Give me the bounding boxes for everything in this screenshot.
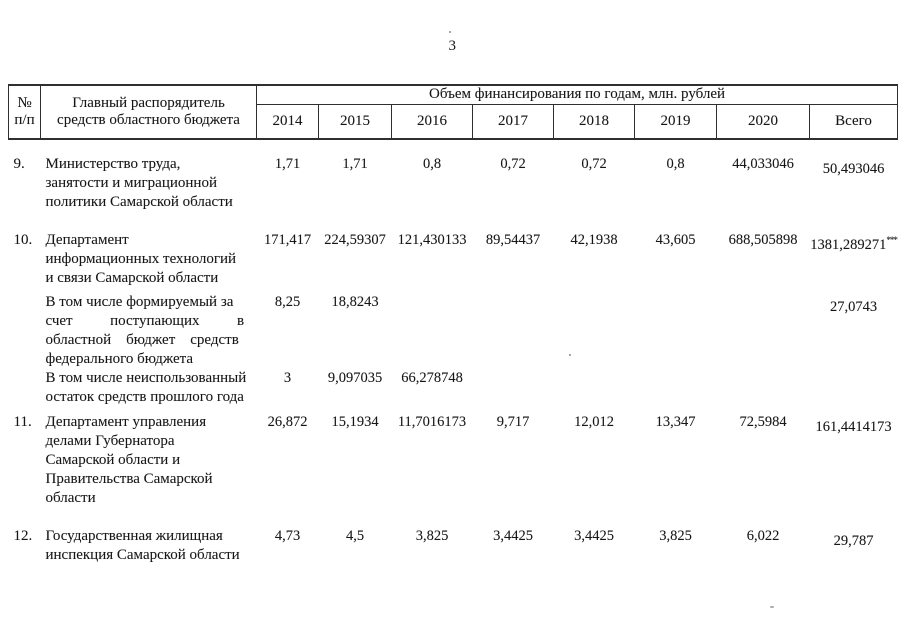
total-value: 1381,289271: [810, 236, 887, 253]
total-cell: [810, 369, 898, 407]
value-cell: 66,278748: [401, 369, 463, 386]
value-cell: 72,5984: [739, 413, 787, 430]
table-header: № п/п Главный распорядитель средств обла…: [8, 84, 899, 140]
row-index: 9.: [13, 155, 25, 172]
scan-speck: [770, 606, 774, 608]
total-value: 27,0743: [829, 298, 878, 315]
value-cell: 9,717: [496, 413, 530, 430]
value-cell: 3: [283, 369, 292, 386]
value-cell: 0,8: [422, 155, 442, 172]
value-cell: 1,71: [342, 155, 368, 172]
scan-speck: [569, 354, 571, 356]
value-cell: 15,1934: [331, 413, 379, 430]
table-row-10: 10. Департамент информационных технологи…: [9, 212, 898, 288]
row-name: В том числе формируемый за счет поступаю…: [45, 293, 245, 367]
value-cell: 224,59307: [324, 231, 386, 248]
total-cell: 161,4414173: [810, 407, 898, 508]
header-cell-year-2019: 2019: [634, 104, 717, 140]
table-row-11: 11. Департамент управления делами Губерн…: [9, 407, 898, 508]
total-value: 29,787: [833, 532, 874, 549]
row-index: [9, 288, 41, 369]
table-subrow-unused-balance: В том числе неиспользованный остаток сре…: [9, 369, 898, 407]
value-cell: 11,7016173: [397, 413, 467, 430]
scan-speck: [449, 31, 451, 33]
row-index: 10.: [13, 231, 33, 248]
value-cell: 688,505898: [728, 231, 798, 248]
value-cell: 121,430133: [397, 231, 467, 248]
value-cell: 89,54437: [485, 231, 541, 248]
total-cell: 50,493046: [810, 139, 898, 212]
value-cell: 26,872: [267, 413, 308, 430]
value-cell: 9,097035: [327, 369, 383, 386]
header-cell-year-2014: 2014: [256, 104, 319, 140]
row-name: Государственная жилищная инспекция Самар…: [45, 527, 240, 563]
header-cell-year-2018: 2018: [553, 104, 635, 140]
value-cell: [635, 288, 717, 369]
value-cell: [392, 288, 473, 369]
total-value: 161,4414173: [815, 418, 892, 435]
value-cell: 3,825: [415, 527, 449, 544]
value-cell: 18,8243: [331, 293, 379, 310]
page-number: 3: [448, 38, 457, 54]
value-cell: 4,73: [274, 527, 301, 544]
value-cell: [717, 288, 810, 369]
total-cell: 27,0743: [810, 288, 898, 369]
value-cell: [717, 369, 810, 407]
header-cell-year-2017: 2017: [472, 104, 554, 140]
table-body: 9. Министерство труда, занятости и мигра…: [9, 139, 898, 565]
row-name: Департамент управления делами Губернатор…: [45, 413, 213, 506]
financing-table: № п/п Главный распорядитель средств обла…: [8, 84, 899, 565]
value-cell: [635, 369, 717, 407]
table-row-9: 9. Министерство труда, занятости и мигра…: [9, 139, 898, 212]
value-cell: 43,605: [655, 231, 696, 248]
row-index: [9, 369, 41, 407]
value-cell: 0,72: [581, 155, 607, 172]
row-index: 12.: [13, 527, 33, 544]
value-cell: 8,25: [274, 293, 301, 310]
row-name: Министерство труда, занятости и миграцио…: [45, 155, 233, 210]
header-cell-year-2016: 2016: [391, 104, 473, 140]
header-cell-year-2020: 2020: [716, 104, 810, 140]
table-row-12: 12. Государственная жилищная инспекция С…: [9, 508, 898, 565]
value-cell: 3,825: [659, 527, 692, 544]
value-cell: 44,033046: [732, 155, 794, 172]
value-cell: 3,4425: [493, 527, 533, 544]
total-value: 50,493046: [822, 160, 885, 177]
total-cell: 29,787: [810, 508, 898, 565]
value-cell: 4,5: [345, 527, 365, 544]
value-cell: [473, 369, 554, 407]
total-cell: 1381,289271***: [810, 212, 898, 288]
header-cell-financing-span: Объем финансирования по годам, млн. рубл…: [255, 84, 899, 105]
footnote-marker: ***: [886, 234, 897, 245]
value-cell: 42,1938: [570, 231, 618, 248]
value-cell: 1,71: [274, 155, 301, 172]
value-cell: [554, 288, 635, 369]
header-cell-manager: Главный распорядитель средств областного…: [40, 84, 257, 140]
value-cell: 6,022: [746, 527, 780, 544]
header-cell-year-2015: 2015: [318, 104, 392, 140]
row-name: В том числе неиспользованный остаток сре…: [45, 369, 247, 405]
value-cell: 0,72: [500, 155, 526, 172]
value-cell: [473, 288, 554, 369]
header-cell-row-index: № п/п: [8, 84, 41, 140]
value-cell: 12,012: [574, 413, 614, 430]
value-cell: 0,8: [666, 155, 685, 172]
value-cell: [554, 369, 635, 407]
value-cell: 171,417: [263, 231, 312, 248]
row-index: 11.: [13, 413, 32, 430]
table-subrow-federal-budget: В том числе формируемый за счет поступаю…: [9, 288, 898, 369]
header-cell-total: Всего: [808, 104, 899, 140]
value-cell: 13,347: [655, 413, 696, 430]
value-cell: 3,4425: [574, 527, 614, 544]
row-name: Департамент информационных технологий и …: [45, 231, 237, 286]
